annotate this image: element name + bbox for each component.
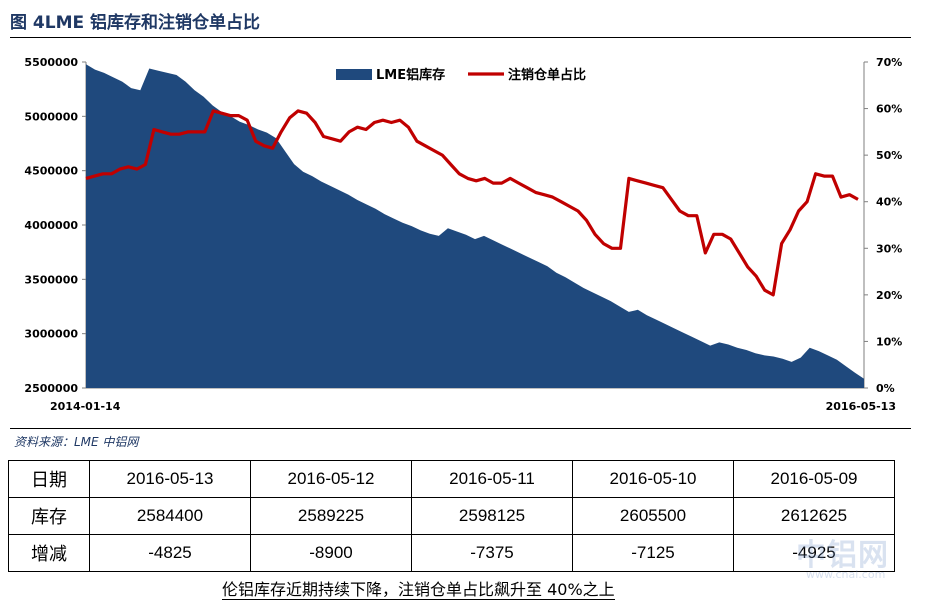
chart: 2500000 3000000 3500000 4000000 4500000 50000… xyxy=(24,56,902,413)
y-left-tick-label: 3500000 xyxy=(24,273,78,286)
table-cell: -7125 xyxy=(572,534,734,572)
y-right-tick-label: 20% xyxy=(876,289,902,302)
watermark-url: www.cnal.com xyxy=(806,568,886,581)
title-divider xyxy=(10,37,911,38)
legend-label-ratio: 注销仓单占比 xyxy=(508,67,586,83)
legend-label-inventory: LME铝库存 xyxy=(376,67,445,83)
ratio-line-layer xyxy=(85,109,859,297)
x-tick-label: 2014-01-14 xyxy=(50,400,121,413)
caption: 伦铝库存近期持续下降，注销仓单占比飙升至 40%之上 xyxy=(222,580,615,600)
y-left-tick-label: 2500000 xyxy=(24,382,78,395)
legend-swatch-inventory xyxy=(336,69,372,80)
table-cell: 2584400 xyxy=(89,497,251,535)
y-right-tick-label: 60% xyxy=(876,103,902,116)
y-left-tick-label: 5000000 xyxy=(24,110,78,123)
table-cell: 2016-05-12 xyxy=(250,460,412,498)
ratio-line xyxy=(85,109,859,297)
table-row: 增减 -4825 -8900 -7375 -7125 -4925 xyxy=(8,534,895,572)
table-cell: 2016-05-13 xyxy=(89,460,251,498)
table-cell: 2589225 xyxy=(250,497,412,535)
table-cell: 2016-05-10 xyxy=(572,460,734,498)
table-cell: -4925 xyxy=(733,534,895,572)
row-label: 库存 xyxy=(8,497,90,535)
table-cell: 2016-05-11 xyxy=(411,460,573,498)
y-right-tick-label: 50% xyxy=(876,149,902,162)
table-cell: 2016-05-09 xyxy=(733,460,895,498)
row-label: 日期 xyxy=(8,460,90,498)
chart-legend: LME铝库存 注销仓单占比 xyxy=(336,67,586,83)
table-cell: -7375 xyxy=(411,534,573,572)
y-left-tick-label: 4500000 xyxy=(24,165,78,178)
y-left-tick-label: 4000000 xyxy=(24,219,78,232)
inventory-area xyxy=(86,64,864,388)
y-left-tick-label: 3000000 xyxy=(24,328,78,341)
x-tick-label: 2016-05-13 xyxy=(826,400,896,413)
watermark-logo: 中铝网 xyxy=(796,538,889,573)
table-cell: 2612625 xyxy=(733,497,895,535)
table-cell: 2605500 xyxy=(572,497,734,535)
y-left-tick-label: 5500000 xyxy=(24,56,78,69)
row-label: 增减 xyxy=(8,534,90,572)
table-row: 日期 2016-05-13 2016-05-12 2016-05-11 2016-05-… xyxy=(8,460,895,498)
table-cell: -8900 xyxy=(250,534,412,572)
y-right-tick-label: 70% xyxy=(876,56,902,69)
figure-title: 图 4LME 铝库存和注销仓单占比 xyxy=(10,13,261,33)
y-right-tick-label: 30% xyxy=(876,242,902,255)
source-divider xyxy=(10,428,911,429)
table-row: 库存 2584400 2589225 2598125 2605500 2612625 xyxy=(8,497,895,535)
inventory-table: 日期 2016-05-13 2016-05-12 2016-05-11 2016-05-… xyxy=(8,460,895,572)
source-note: 资料来源：LME 中铝网 xyxy=(14,435,139,449)
inventory-area-layer xyxy=(86,64,864,388)
chart-axes: 2500000 3000000 3500000 4000000 4500000 50000… xyxy=(24,56,902,413)
y-right-tick-label: 0% xyxy=(876,382,895,395)
table-cell: -4825 xyxy=(89,534,251,572)
y-right-tick-label: 40% xyxy=(876,196,902,209)
table-cell: 2598125 xyxy=(411,497,573,535)
y-right-tick-label: 10% xyxy=(876,335,902,348)
